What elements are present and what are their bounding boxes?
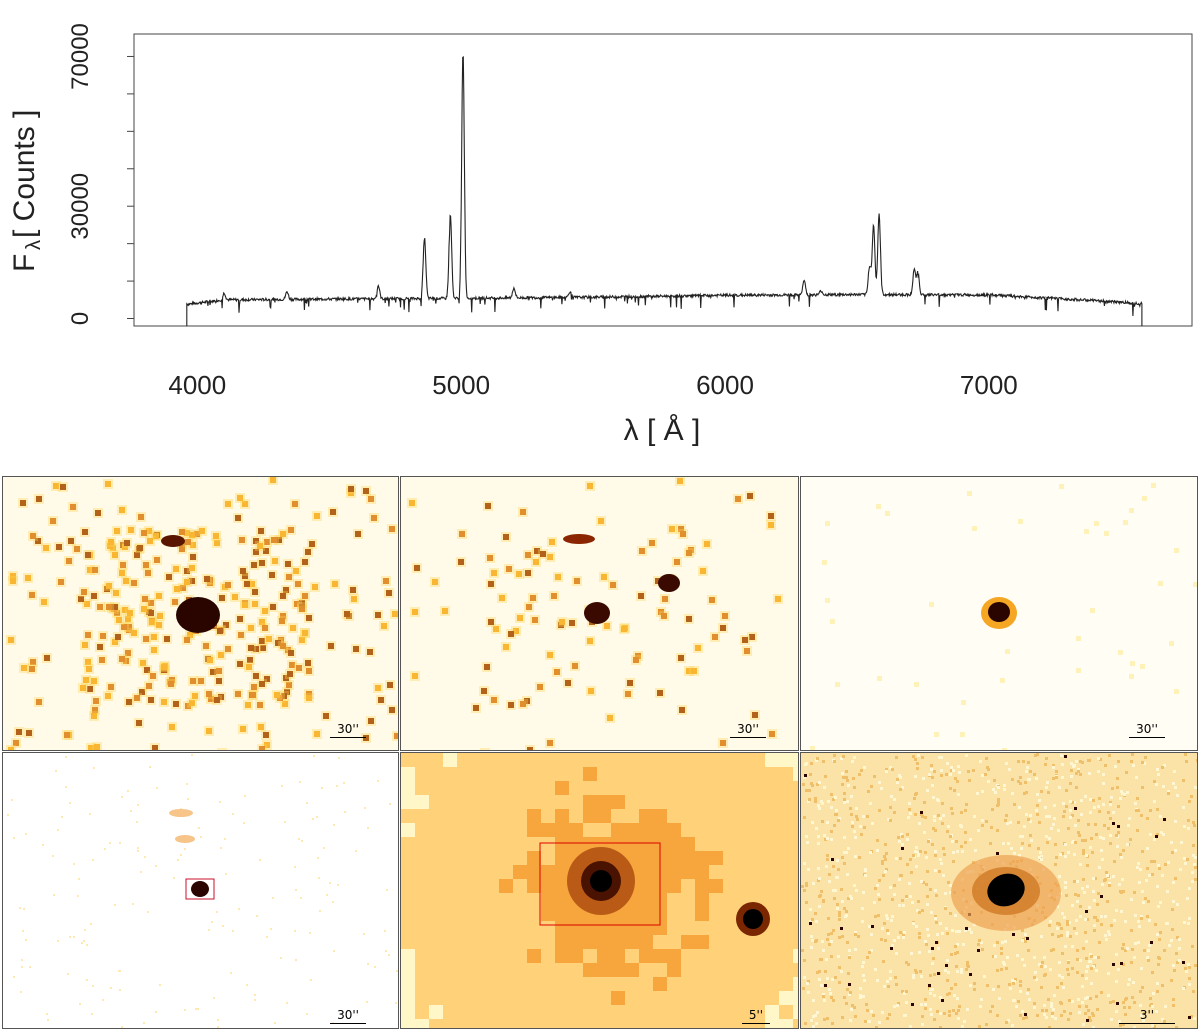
spectrum-plot: 0 30000 70000 4000 5000 6000 7000 F λ [ Count…: [8, 23, 1193, 447]
scale-bar-2: 30'': [730, 722, 766, 738]
scale-label-3: 30'': [1136, 722, 1158, 736]
scale-label-1: 30'': [337, 722, 359, 736]
image-panel-3: 30'': [800, 476, 1198, 751]
y-tick-label: 70000: [67, 23, 94, 90]
scale-bar-6: 3'': [1119, 1008, 1175, 1024]
spectrum-line: [186, 55, 1143, 326]
y-tick-label: 0: [67, 312, 94, 325]
image-panel-5: 5'': [400, 752, 799, 1029]
y-axis-label-unit: [ Counts ]: [8, 110, 41, 238]
x-tick-label: 5000: [432, 370, 490, 400]
scale-label-4: 30'': [337, 1008, 359, 1022]
y-tick-label: 30000: [67, 173, 94, 240]
image-panel-1: 30'': [2, 476, 399, 751]
scale-label-6: 3'': [1139, 1008, 1155, 1022]
y-axis-label-sub: λ: [23, 240, 45, 250]
plot-frame: [133, 33, 1193, 327]
scale-bar-3: 30'': [1129, 722, 1165, 738]
x-tick-label: 7000: [960, 370, 1018, 400]
image-panel-6: 3'': [800, 752, 1198, 1029]
scale-bar-1: 30'': [330, 722, 366, 738]
scale-label-2: 30'': [737, 722, 759, 736]
x-tick-label: 4000: [168, 370, 226, 400]
x-axis-label: λ [ Å ]: [624, 414, 701, 447]
y-axis-label-main: F: [8, 254, 41, 272]
scale-label-5: 5'': [748, 1008, 764, 1022]
x-tick-label: 6000: [696, 370, 754, 400]
scale-bar-5: 5'': [742, 1008, 770, 1024]
image-panel-4: 30'': [2, 752, 399, 1029]
scale-bar-4: 30'': [330, 1008, 366, 1024]
image-panel-2: 30'': [400, 476, 799, 751]
